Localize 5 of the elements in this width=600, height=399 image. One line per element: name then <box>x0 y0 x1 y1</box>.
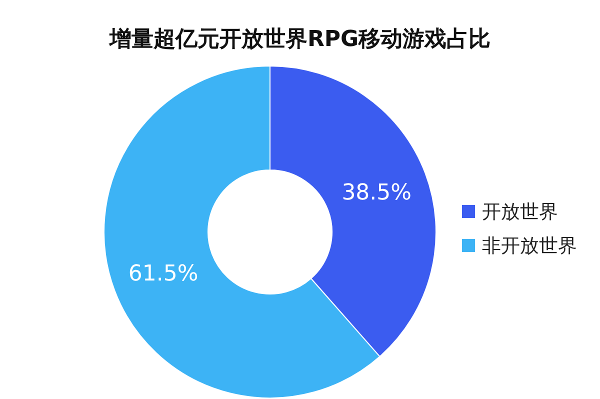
legend-label: 非开放世界 <box>482 235 577 257</box>
chart-title: 增量超亿元开放世界RPG移动游戏占比 <box>108 27 491 52</box>
data-label: 38.5% <box>342 180 412 206</box>
legend-label: 开放世界 <box>482 201 558 223</box>
data-label: 61.5% <box>128 261 198 286</box>
